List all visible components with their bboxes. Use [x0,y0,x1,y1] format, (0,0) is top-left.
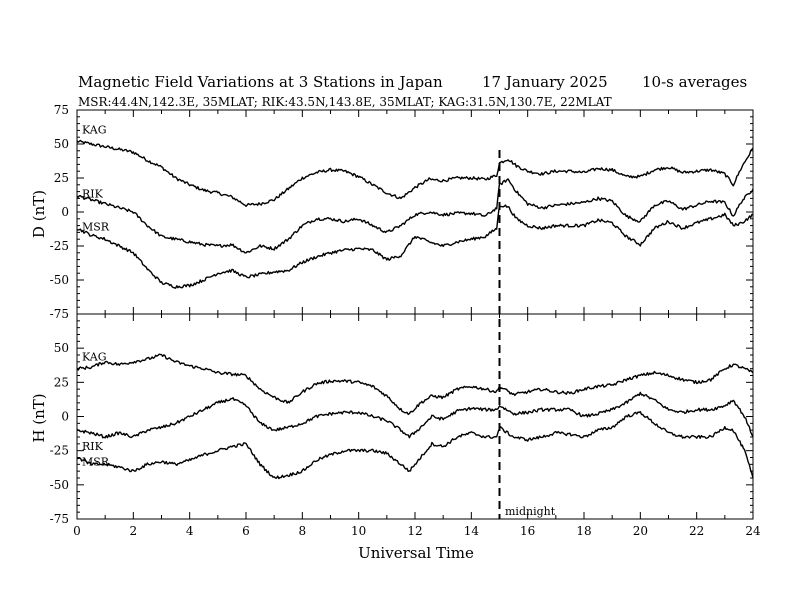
x-tick-label: 12 [407,524,422,538]
y-tick-label: -75 [50,512,69,526]
x-tick-label: 24 [745,524,761,538]
series-label-msr: MSR [82,456,110,469]
y-tick-label: 25 [54,171,69,185]
series-line-msr [76,411,754,480]
x-tick-label: 4 [186,524,194,538]
series-line-rik [76,178,754,254]
series-label-kag: KAG [82,351,107,364]
series-label-kag: KAG [82,123,107,136]
y-tick-label: 0 [61,205,69,219]
x-tick-label: 20 [633,524,648,538]
y-axis-title-h: H (nT) [30,393,48,442]
y-tick-label: -50 [50,478,69,492]
y-tick-label: -25 [50,444,69,458]
x-tick-label: 0 [73,524,81,538]
y-tick-label: -25 [50,239,69,253]
x-tick-label: 18 [576,524,591,538]
chart-averaging: 10-s averages [642,73,747,91]
y-tick-label: 50 [54,137,69,151]
y-tick-label: 0 [61,410,69,424]
series-label-rik: RIK [82,440,104,453]
x-tick-label: 10 [351,524,366,538]
y-tick-label: 25 [54,375,69,389]
series-line-kag [76,353,754,416]
x-tick-label: 22 [689,524,704,538]
series-line-rik [76,391,754,439]
y-tick-label: 75 [54,103,69,117]
series-line-kag [76,139,754,208]
d-component-panel: 75 50 25 0 -25 -50 -75 KAG RIK MSR [50,103,754,321]
chart-date: 17 January 2025 [482,73,608,91]
x-tick-label: 2 [130,524,138,538]
y-axis-title-d: D (nT) [30,190,48,238]
midnight-label: midnight [505,505,556,518]
x-tick-label: 6 [242,524,250,538]
y-tick-label: -75 [50,307,69,321]
station-coordinates: MSR:44.4N,142.3E, 35MLAT; RIK:43.5N,143.… [78,95,612,109]
chart-title: Magnetic Field Variations at 3 Stations … [78,73,443,91]
x-tick-label: 16 [520,524,535,538]
x-axis-title: Universal Time [358,544,474,562]
series-label-msr: MSR [82,220,110,233]
panel-frame [76,109,754,315]
series-label-rik: RIK [82,188,104,201]
panel-frame [76,313,754,520]
series-line-msr [76,204,754,289]
y-tick-label: -50 [50,273,69,287]
x-tick-label: 14 [464,524,480,538]
y-tick-label: 50 [54,341,69,355]
x-tick-label: 8 [299,524,307,538]
